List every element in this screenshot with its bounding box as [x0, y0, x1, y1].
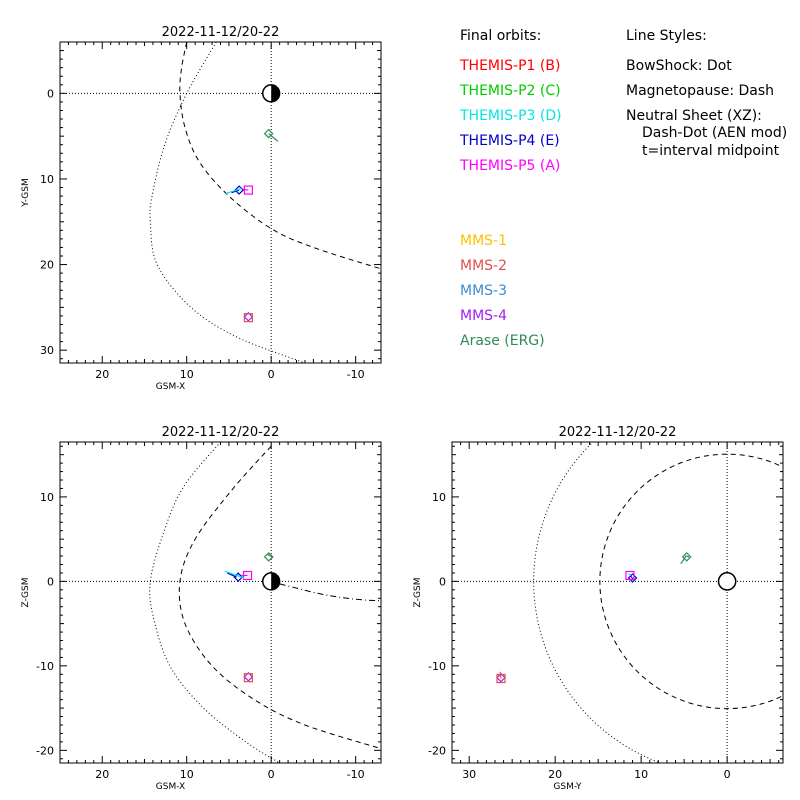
neutral-sheet-xz-boundary	[279, 583, 381, 602]
legend-orbits-heading: Final orbits:	[460, 28, 541, 44]
mms-2-marker-square	[496, 673, 506, 684]
y-axis-label: Y-GSM	[21, 178, 31, 207]
y-tick-label: 10	[432, 491, 446, 504]
themis-p4-e-marker-diamond	[233, 572, 244, 583]
themis-p5-a-marker-square	[625, 570, 635, 581]
themis-p4-e-marker-diamond	[234, 185, 244, 195]
plot-frame	[59, 441, 382, 764]
mms-4-marker-diamond	[243, 311, 254, 322]
legend-arase-erg: Arase (ERG)	[460, 333, 545, 349]
arase-erg-marker-diamond	[263, 552, 274, 562]
themis-p3-d-orbit-track	[627, 573, 632, 576]
legend-mms-2: MMS-2	[460, 258, 507, 274]
legend-mms-1: MMS-1	[460, 233, 507, 249]
y-tick-label: 10	[40, 491, 54, 504]
earth-night-side	[271, 84, 280, 102]
themis-p5-a-marker-square	[243, 185, 253, 195]
y-tick-label: 20	[40, 259, 54, 272]
x-tick-label: -10	[347, 768, 365, 781]
x-tick-label: 10	[180, 368, 194, 381]
legend-neutral-sheet-style: Neutral Sheet (XZ):	[626, 108, 762, 124]
legend-mms-4: MMS-4	[460, 308, 507, 324]
mms-2-marker-square	[243, 313, 253, 323]
y-tick-label: 30	[40, 344, 54, 357]
legend-themis-p5: THEMIS-P5 (A)	[459, 158, 560, 174]
y-tick-label: 10	[40, 173, 54, 186]
mms-4-marker-diamond	[243, 671, 254, 682]
legend-themis-p4: THEMIS-P4 (E)	[459, 133, 560, 149]
plot-title: 2022-11-12/20-22	[559, 425, 677, 440]
themis-p4-e-orbit-track	[231, 189, 240, 194]
plot-frame	[59, 41, 382, 364]
legend-themis-p3: THEMIS-P3 (D)	[459, 108, 562, 124]
legend: Final orbits: THEMIS-P1 (B) THEMIS-P2 (C…	[459, 28, 787, 349]
plot-frame	[451, 441, 784, 764]
legend-themis-p2: THEMIS-P2 (C)	[459, 83, 561, 99]
arase-erg-orbit-track	[268, 133, 279, 142]
magnetopause-boundary	[179, 42, 381, 270]
mms-2-marker-square	[243, 673, 253, 683]
themis-p5-a-orbit-track	[242, 188, 249, 191]
mms-2-orbit-track	[499, 671, 502, 679]
bowshock-boundary	[533, 442, 663, 763]
plot-area	[60, 42, 381, 363]
x-tick-label: 0	[268, 768, 275, 781]
x-tick-label: 20	[95, 768, 109, 781]
themis-p3-d-orbit-track	[224, 570, 245, 579]
x-tick-label: 30	[462, 768, 476, 781]
legend-themis-p1: THEMIS-P1 (B)	[459, 58, 560, 74]
legend-bowshock-style: BowShock: Dot	[626, 58, 732, 74]
x-tick-label: 0	[724, 768, 731, 781]
y-tick-label: 0	[439, 575, 446, 588]
y-axis-label: Z-GSM	[21, 577, 31, 607]
themis-p5-a-marker-square	[242, 570, 253, 581]
legend-dash-dot-note: Dash-Dot (AEN mod)	[642, 125, 787, 141]
legend-mms-3: MMS-3	[460, 283, 507, 299]
x-tick-label: 20	[95, 368, 109, 381]
legend-interval-note: t=interval midpoint	[642, 143, 780, 159]
x-tick-label: 20	[548, 768, 562, 781]
x-tick-label: 0	[268, 368, 275, 381]
magnetopause-boundary	[599, 453, 783, 710]
y-tick-label: 0	[47, 575, 54, 588]
x-tick-label: 10	[634, 768, 648, 781]
y-tick-label: 0	[47, 87, 54, 100]
plot-xy: 2022-11-12/20-22 GSM-X Y-GSM 20 10 0 -10 0 10 20 3…	[21, 25, 382, 392]
x-tick-label: -10	[347, 368, 365, 381]
arase-erg-marker-diamond	[681, 552, 692, 562]
legend-magnetopause-style: Magnetopause: Dash	[626, 83, 774, 99]
bowshock-boundary	[149, 42, 306, 363]
plot-area	[452, 442, 783, 763]
plot-yz: 2022-11-12/20-22 GSM-Y Z-GSM 30 20 10 0 -20 -10 0…	[413, 425, 784, 792]
bowshock-boundary	[149, 442, 280, 763]
x-axis-label: GSM-X	[156, 382, 185, 392]
y-axis-label: Z-GSM	[413, 577, 423, 607]
arase-erg-marker-diamond	[263, 128, 274, 139]
earth-icon	[717, 572, 737, 591]
themis-p4-e-marker-diamond	[627, 573, 638, 583]
mms-4-marker-diamond	[496, 672, 506, 683]
x-tick-label: 10	[180, 768, 194, 781]
plot-title: 2022-11-12/20-22	[162, 25, 280, 40]
plot-xz: 2022-11-12/20-22 GSM-X Z-GSM 20 10 0 -10 -20 -10…	[21, 425, 382, 792]
magnetopause-boundary	[178, 445, 381, 750]
y-tick-label: -20	[428, 744, 446, 757]
x-axis-label: GSM-X	[156, 782, 185, 792]
x-axis-label: GSM-Y	[553, 782, 582, 792]
plot-area	[60, 442, 381, 763]
y-tick-label: -10	[428, 660, 446, 673]
themis-p3-d-orbit-track	[225, 187, 242, 195]
earth-night-side	[271, 572, 280, 590]
legend-line-styles-heading: Line Styles:	[626, 28, 707, 44]
y-tick-label: -10	[36, 660, 54, 673]
y-tick-label: -20	[36, 744, 54, 757]
plot-title: 2022-11-12/20-22	[162, 425, 280, 440]
